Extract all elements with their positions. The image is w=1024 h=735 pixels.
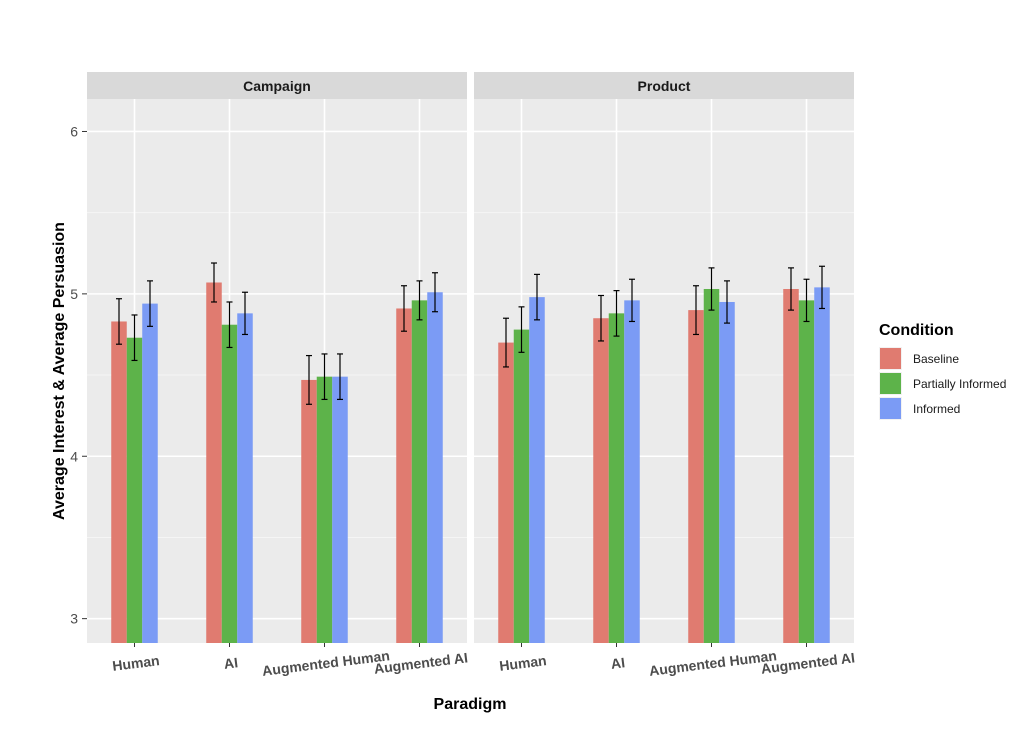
- facet-strip-label: Campaign: [243, 78, 311, 94]
- bar-product-augmented-human-informed: [719, 301, 735, 643]
- legend-swatch: [880, 398, 901, 419]
- bar-product-ai-informed: [624, 300, 640, 643]
- legend-title: Condition: [879, 322, 954, 339]
- legend-label: Informed: [913, 402, 960, 416]
- bar-product-augmented-human-baseline: [688, 310, 704, 643]
- y-tick-label: 5: [70, 286, 78, 302]
- bar-product-augmented-ai-partially-informed: [798, 300, 815, 643]
- bar-campaign-augmented-ai-baseline: [396, 308, 412, 643]
- bar-campaign-augmented-human-partially-informed: [316, 376, 333, 643]
- bar-product-human-baseline: [498, 342, 514, 643]
- x-axis-title: Paradigm: [434, 696, 507, 713]
- bar-campaign-augmented-ai-partially-informed: [411, 300, 428, 643]
- x-tick-label: AI: [610, 654, 626, 672]
- bar-product-ai-partially-informed: [608, 313, 625, 643]
- bar-product-ai-baseline: [593, 318, 609, 643]
- bar-campaign-human-baseline: [111, 321, 127, 643]
- bar-product-human-partially-informed: [513, 329, 530, 643]
- x-tick-label: Augmented Human: [261, 647, 390, 679]
- legend-swatch: [880, 373, 901, 394]
- bar-campaign-augmented-human-informed: [332, 376, 348, 643]
- bar-campaign-ai-informed: [237, 313, 253, 643]
- bar-product-augmented-ai-informed: [814, 287, 830, 643]
- bar-campaign-ai-baseline: [206, 282, 222, 643]
- y-tick-label: 3: [70, 611, 78, 627]
- legend: Condition Baseline Partially Informed Infor…: [879, 322, 1006, 420]
- x-tick-label: Augmented Human: [648, 647, 777, 679]
- bar-campaign-human-informed: [142, 303, 158, 643]
- x-tick-label: AI: [223, 654, 239, 672]
- facet-strip: [474, 72, 854, 99]
- facet-strip: [87, 72, 467, 99]
- y-tick-label: 4: [70, 448, 78, 464]
- y-axis-title: Average Interest & Average Persuasion: [51, 222, 68, 520]
- legend-label: Partially Informed: [913, 377, 1006, 391]
- facet-strip-label: Product: [638, 78, 691, 94]
- bar-campaign-augmented-human-baseline: [301, 379, 317, 643]
- bar-product-human-informed: [529, 297, 545, 643]
- x-tick-label: Human: [111, 652, 160, 674]
- y-tick-label: 6: [70, 123, 78, 139]
- bar-campaign-human-partially-informed: [126, 337, 143, 643]
- bar-campaign-augmented-ai-informed: [427, 292, 443, 643]
- bar-product-augmented-human-partially-informed: [703, 288, 720, 643]
- bar-product-augmented-ai-baseline: [783, 288, 799, 643]
- bar-campaign-ai-partially-informed: [221, 324, 238, 643]
- legend-label: Baseline: [913, 352, 959, 366]
- legend-swatch: [880, 348, 901, 369]
- x-tick-label: Human: [498, 652, 547, 674]
